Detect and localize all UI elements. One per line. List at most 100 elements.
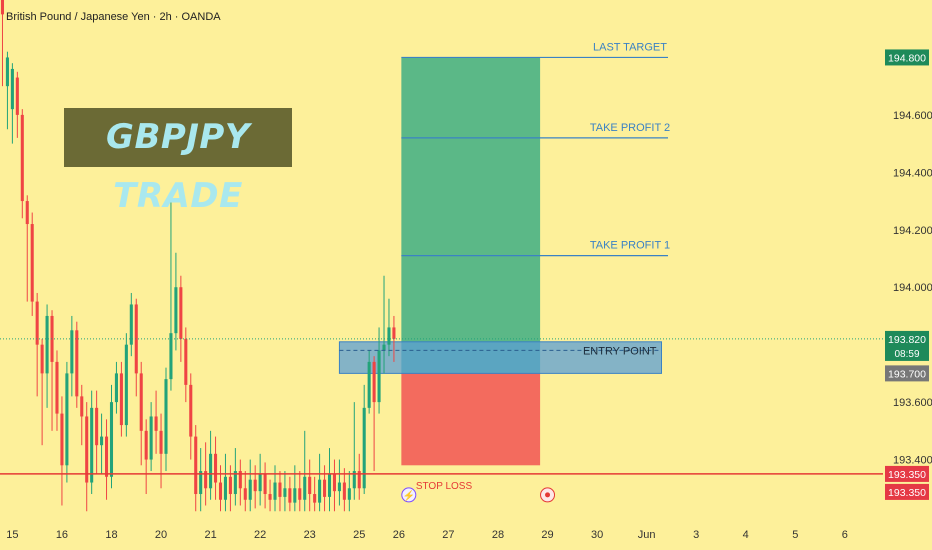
candle-body bbox=[15, 77, 19, 115]
lightning-event-glyph: ⚡ bbox=[403, 489, 415, 502]
candle-body bbox=[347, 488, 351, 500]
candle-body bbox=[278, 482, 282, 497]
y-tick-label: 194.600 bbox=[893, 110, 932, 122]
candle-body bbox=[308, 476, 312, 495]
level-label-last-target: LAST TARGET bbox=[593, 41, 667, 53]
candle-body bbox=[159, 430, 163, 454]
candle-body bbox=[189, 384, 193, 437]
candle-body bbox=[75, 330, 79, 397]
candle-body bbox=[60, 413, 64, 466]
x-tick-label: 6 bbox=[842, 529, 848, 541]
candle-body bbox=[392, 327, 396, 339]
level-label-entry-point: ENTRY POINT bbox=[583, 345, 657, 357]
price-label-last-target: 194.800 bbox=[888, 52, 926, 64]
candle-body bbox=[95, 407, 99, 446]
candle-body bbox=[179, 287, 183, 339]
candle-body bbox=[263, 473, 267, 495]
x-tick-label: 18 bbox=[105, 529, 117, 541]
lightning-event-icon bbox=[401, 487, 417, 503]
level-label-take-profit-2: TAKE PROFIT 2 bbox=[590, 122, 670, 134]
loss-zone bbox=[401, 373, 541, 466]
y-tick-label: 193.600 bbox=[893, 397, 932, 409]
candle-body bbox=[149, 416, 153, 460]
price-label-last-target-bg bbox=[885, 49, 929, 66]
x-tick-label: 30 bbox=[591, 529, 603, 541]
price-label-current: 193.820 bbox=[888, 334, 926, 346]
candle-body bbox=[228, 476, 232, 495]
candle-body bbox=[352, 471, 356, 489]
x-tick-label: 16 bbox=[56, 529, 68, 541]
candle-body bbox=[50, 315, 54, 362]
candle-body bbox=[218, 482, 223, 500]
profit-zone bbox=[401, 57, 541, 374]
candle-body bbox=[169, 333, 173, 380]
candle-body bbox=[367, 361, 371, 408]
candle-body bbox=[109, 402, 114, 477]
x-tick-label: 3 bbox=[693, 529, 699, 541]
candle-body bbox=[194, 436, 198, 495]
x-tick-label: 25 bbox=[353, 529, 365, 541]
level-label-take-profit-1: TAKE PROFIT 1 bbox=[590, 240, 670, 252]
candle-body bbox=[45, 315, 49, 374]
candle-body bbox=[144, 430, 148, 460]
candle-body bbox=[382, 344, 386, 351]
candle-body bbox=[104, 436, 109, 477]
candle-body bbox=[253, 479, 257, 492]
candle-body bbox=[0, 0, 5, 15]
time-axis bbox=[0, 517, 932, 550]
candle-body bbox=[288, 488, 292, 503]
candle-body bbox=[323, 479, 327, 497]
candle-body bbox=[80, 396, 84, 417]
x-tick-label: Jun bbox=[638, 529, 656, 541]
candle-body bbox=[114, 373, 118, 403]
candle-body bbox=[303, 476, 307, 500]
candle-body bbox=[283, 488, 287, 497]
candle-body bbox=[199, 471, 203, 495]
x-tick-label: 20 bbox=[155, 529, 167, 541]
candle-body bbox=[273, 482, 277, 500]
candle-body bbox=[184, 338, 188, 385]
candle-body bbox=[258, 473, 262, 492]
candle-body bbox=[357, 471, 361, 489]
candle-body bbox=[55, 361, 59, 414]
x-tick-label: 27 bbox=[442, 529, 454, 541]
candle-body bbox=[30, 224, 34, 302]
candle-body bbox=[204, 471, 208, 489]
price-axis bbox=[883, 0, 932, 550]
candle-body bbox=[313, 494, 317, 503]
candle-body bbox=[10, 68, 14, 110]
price-label-countdown: 08:59 bbox=[894, 349, 919, 360]
price-label-entry: 193.700 bbox=[888, 368, 926, 380]
candle-body bbox=[298, 488, 302, 500]
candle-body bbox=[327, 473, 332, 497]
x-tick-label: 21 bbox=[204, 529, 216, 541]
candle-body bbox=[40, 344, 44, 374]
candle-body bbox=[100, 436, 104, 446]
candle-body bbox=[214, 453, 218, 483]
candle-body bbox=[90, 407, 94, 483]
y-tick-label: 194.200 bbox=[893, 225, 932, 237]
candle-body bbox=[387, 327, 391, 345]
price-label-stop-b: 193.350 bbox=[888, 487, 926, 499]
candle-body bbox=[70, 330, 74, 374]
candle-body bbox=[134, 304, 138, 374]
candle-body bbox=[332, 473, 337, 492]
candle-body bbox=[124, 344, 128, 426]
candle-body bbox=[372, 361, 376, 403]
candle-body bbox=[85, 416, 89, 483]
x-tick-label: 29 bbox=[541, 529, 553, 541]
candle-body bbox=[342, 482, 346, 500]
current-price-badge bbox=[885, 330, 929, 361]
economic-event-dot bbox=[545, 492, 551, 498]
candle-body bbox=[318, 479, 322, 503]
x-tick-label: 4 bbox=[743, 529, 749, 541]
candle-body bbox=[25, 201, 29, 225]
y-tick-label: 194.000 bbox=[893, 282, 932, 294]
candle-body bbox=[223, 476, 227, 500]
entry-zone bbox=[338, 341, 662, 374]
candle-body bbox=[377, 350, 381, 403]
candle-body bbox=[5, 57, 9, 87]
price-label-entry-bg bbox=[885, 365, 929, 382]
